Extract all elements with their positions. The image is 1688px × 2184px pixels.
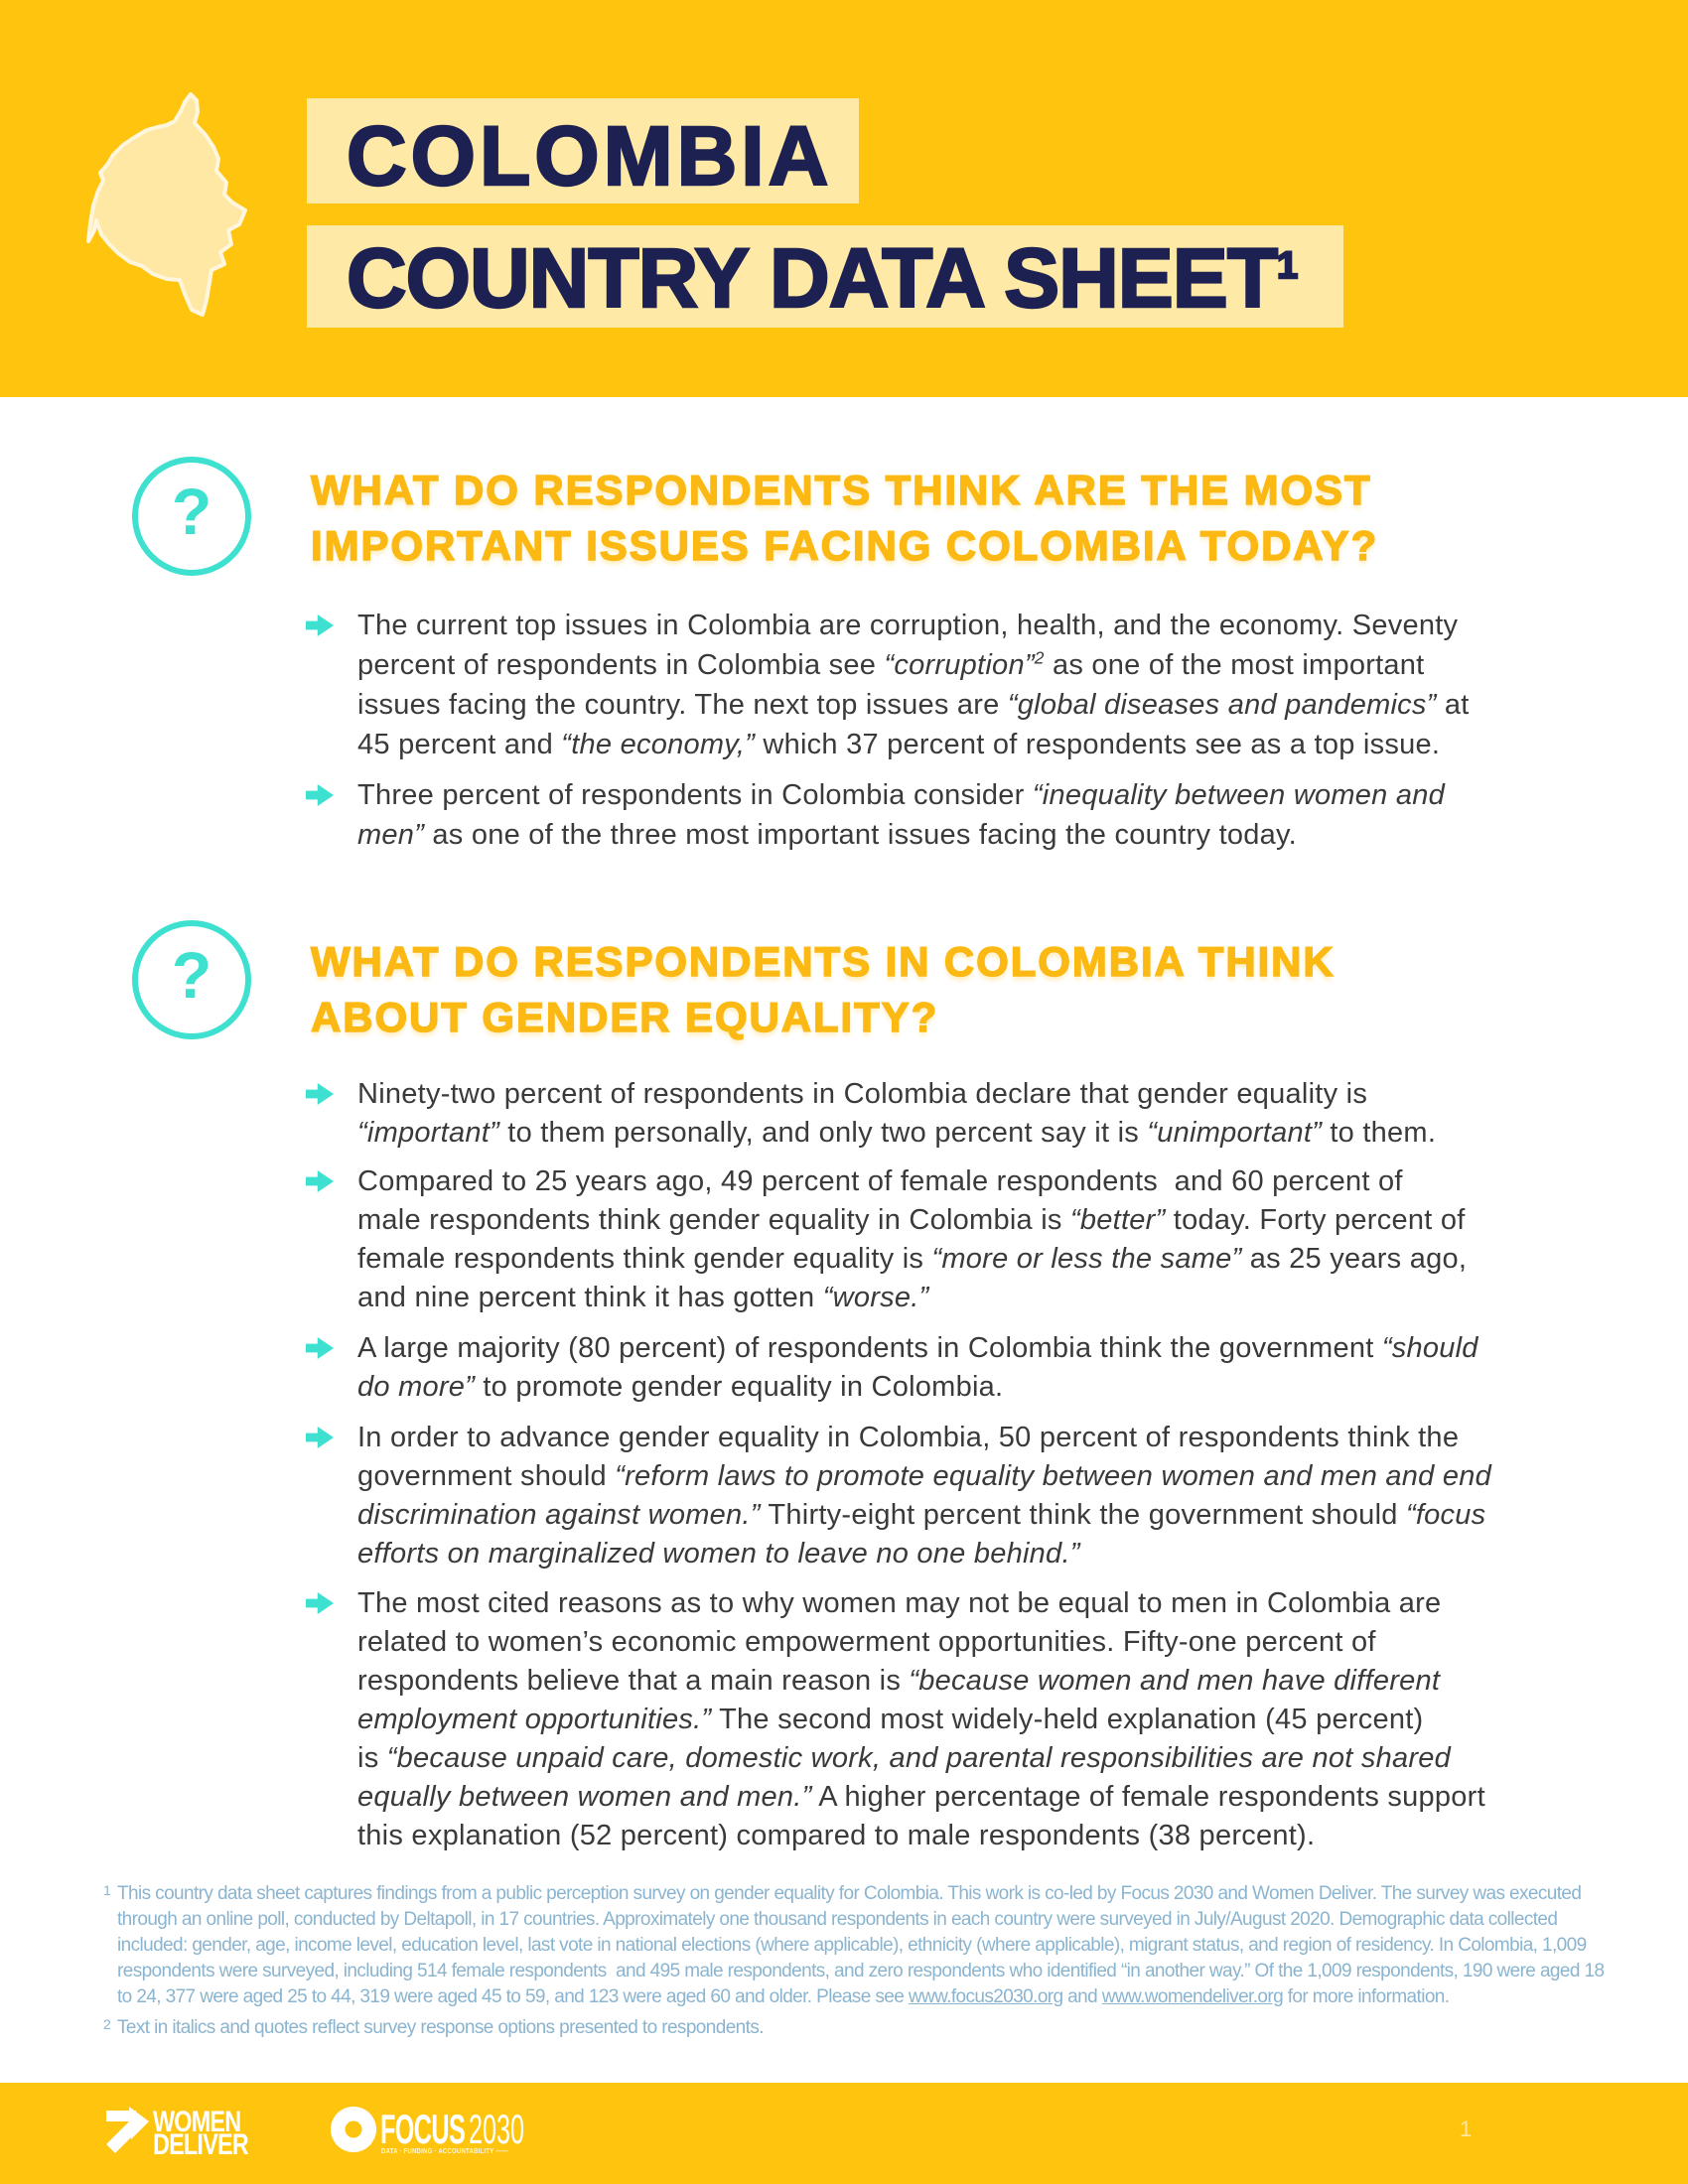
svg-text:WOMEN: WOMEN <box>153 2107 240 2138</box>
svg-text:FOCUS: FOCUS <box>380 2108 465 2153</box>
svg-text:DATA · FUNDING · ACCOUNTABILIT: DATA · FUNDING · ACCOUNTABILITY —— <box>381 2147 508 2155</box>
svg-text:2030: 2030 <box>469 2108 524 2153</box>
svg-text:DELIVER: DELIVER <box>153 2127 248 2156</box>
